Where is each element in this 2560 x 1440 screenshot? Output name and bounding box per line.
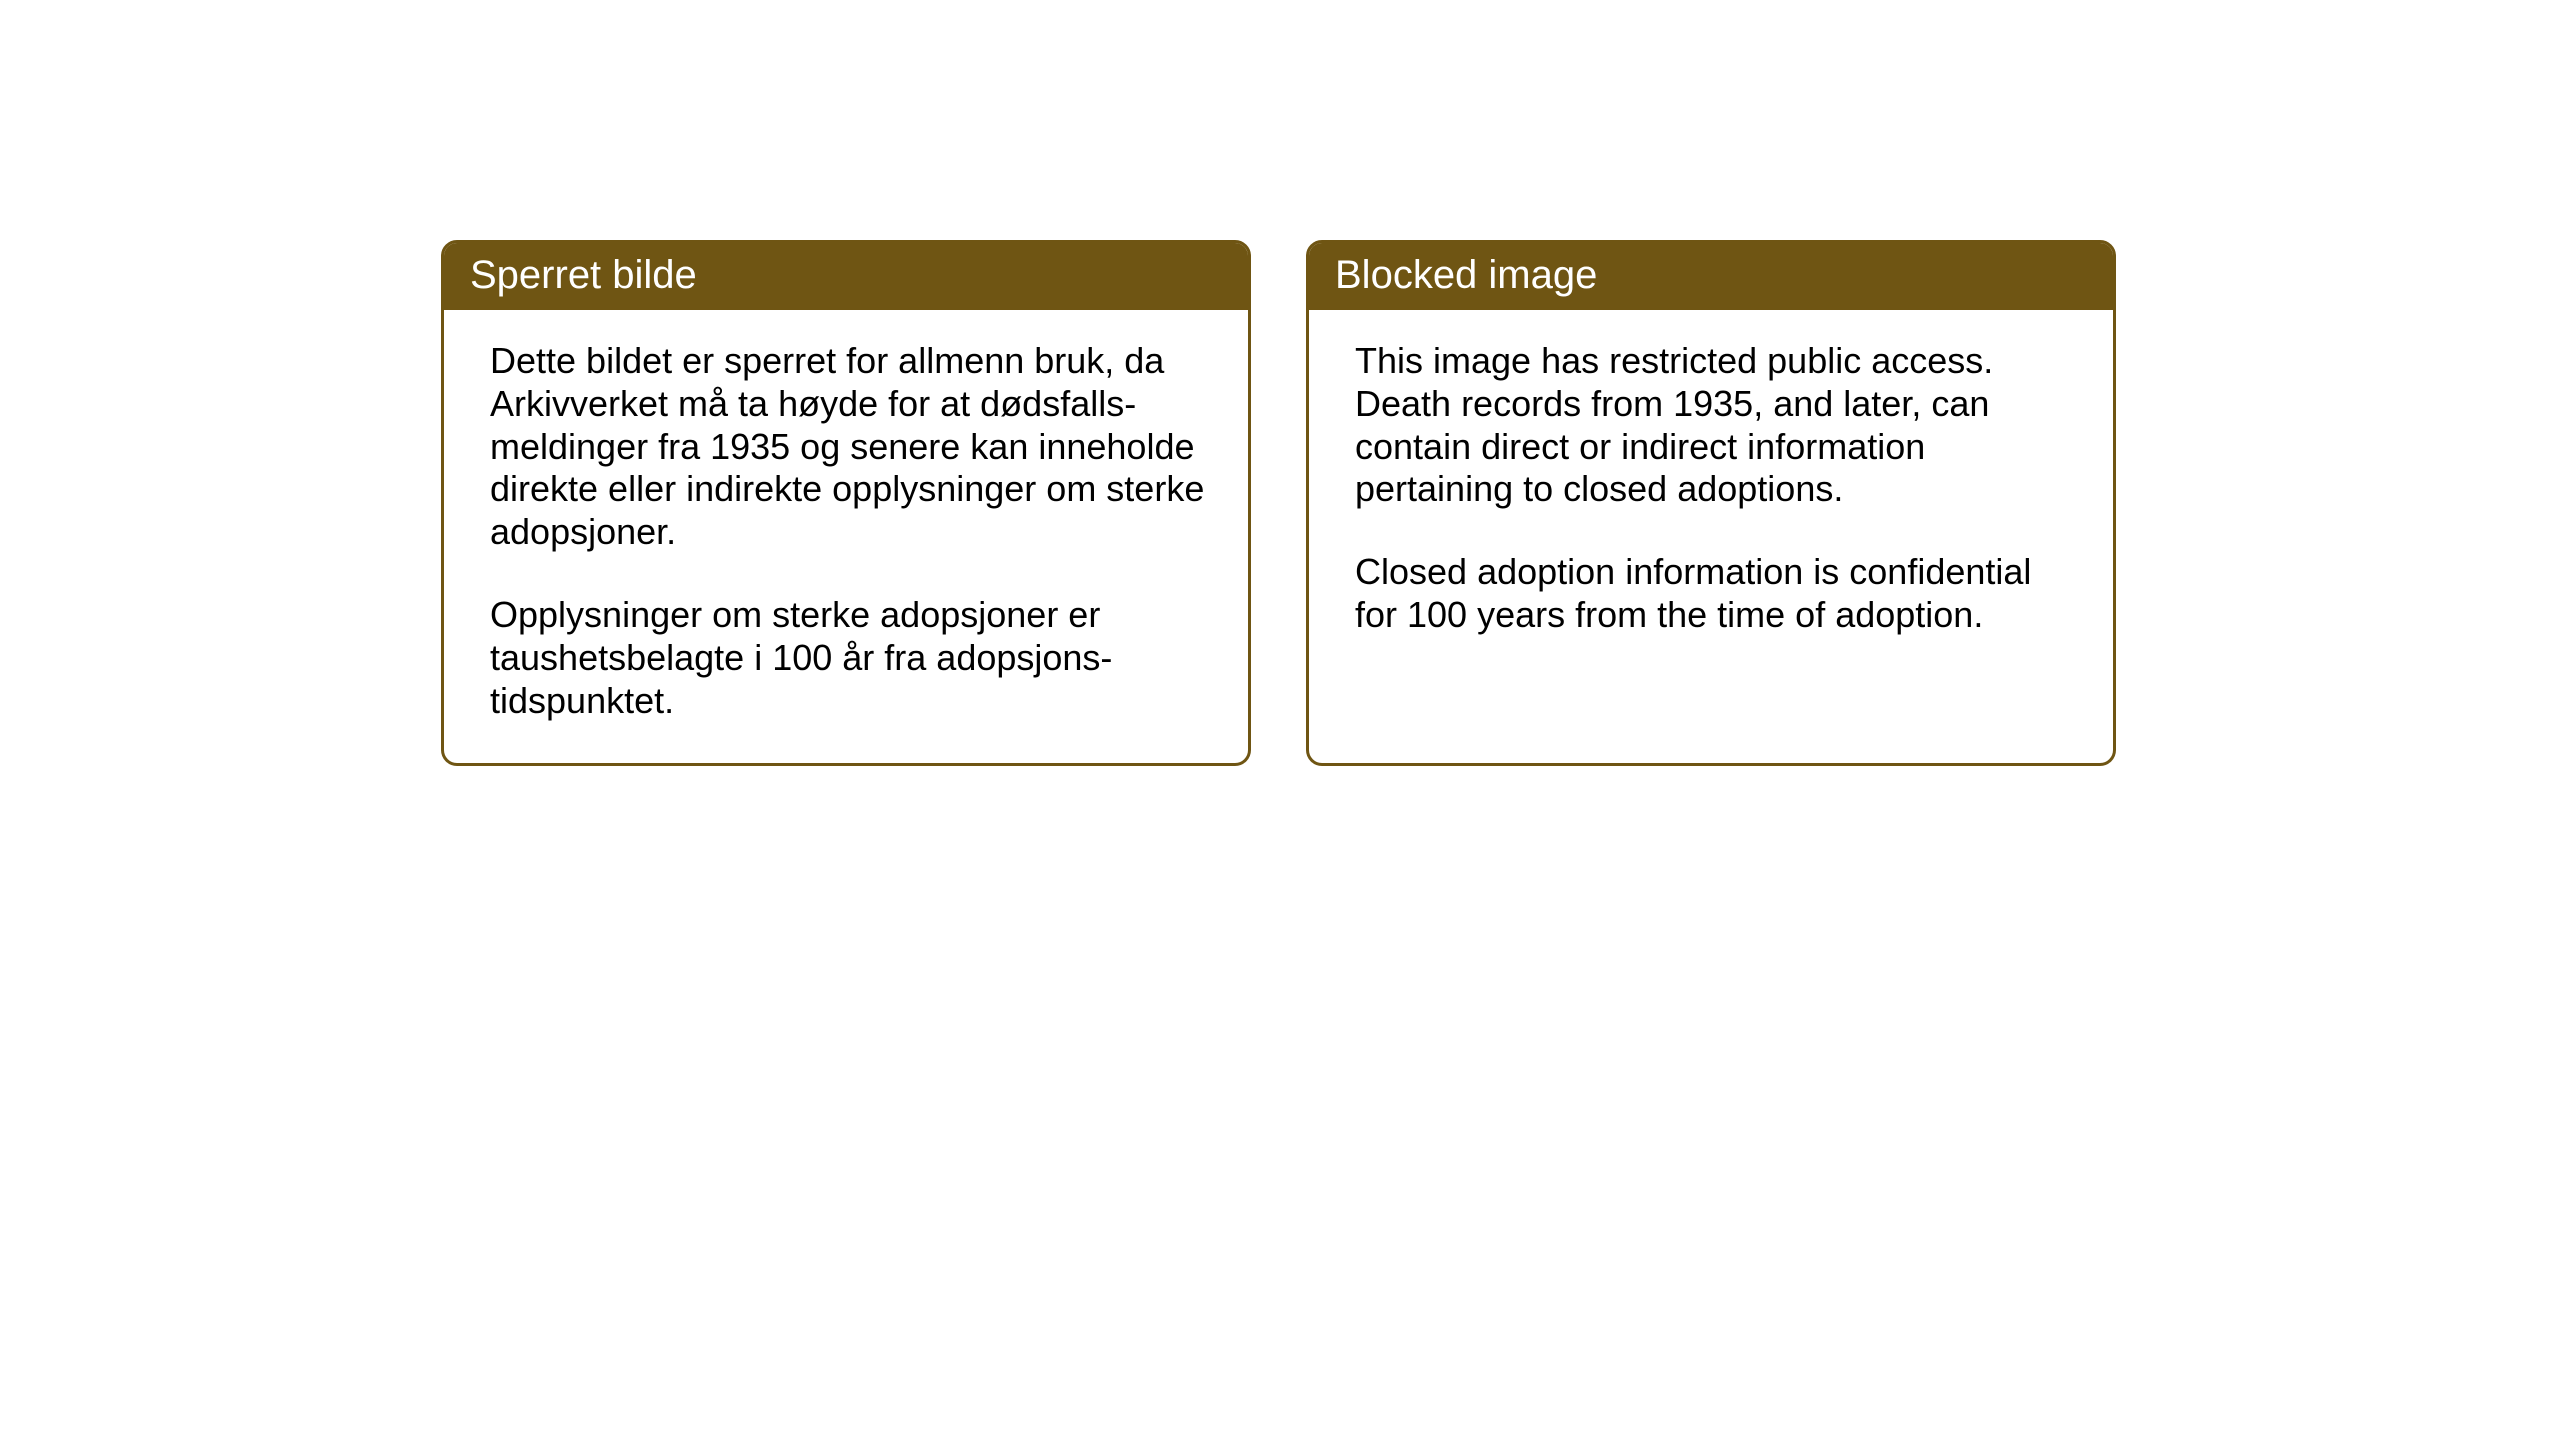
- card-paragraph: Dette bildet er sperret for allmenn bruk…: [490, 340, 1208, 554]
- card-paragraph: This image has restricted public access.…: [1355, 340, 2073, 511]
- card-title: Blocked image: [1335, 253, 1597, 297]
- card-body: Dette bildet er sperret for allmenn bruk…: [444, 310, 1248, 763]
- card-header: Blocked image: [1309, 243, 2113, 310]
- notice-card-norwegian: Sperret bilde Dette bildet er sperret fo…: [441, 240, 1251, 766]
- card-title: Sperret bilde: [470, 253, 697, 297]
- card-header: Sperret bilde: [444, 243, 1248, 310]
- notice-card-english: Blocked image This image has restricted …: [1306, 240, 2116, 766]
- card-paragraph: Closed adoption information is confident…: [1355, 551, 2073, 637]
- card-paragraph: Opplysninger om sterke adopsjoner er tau…: [490, 594, 1208, 722]
- cards-container: Sperret bilde Dette bildet er sperret fo…: [441, 240, 2116, 766]
- card-body: This image has restricted public access.…: [1309, 310, 2113, 677]
